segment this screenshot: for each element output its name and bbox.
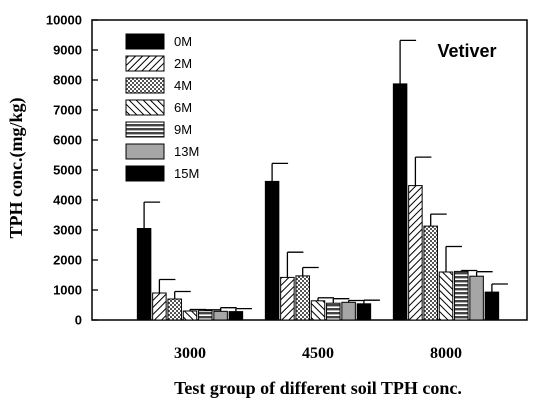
bar-6M-3000 [182,310,198,321]
legend-swatch-6M [125,99,165,116]
x-axis-title: Test group of different soil TPH conc. [174,378,462,398]
bar-9M-3000 [198,310,213,321]
y-tick-label: 10000 [46,13,82,28]
bar-9M-8000 [454,270,469,321]
bar-2M-8000 [408,185,423,321]
legend: 0M 2M 4M 6M 9M 13M 15M [125,33,199,182]
y-tick-label: 3000 [53,223,82,238]
y-tick-label: 5000 [53,163,82,178]
bar-15M-8000 [484,291,500,321]
bar-0M-4500 [264,180,280,321]
legend-swatch-13M [125,143,165,160]
bar-13M-8000 [469,275,484,321]
bar-4M-3000 [167,298,182,321]
bars [136,39,508,321]
bar-2M-3000 [152,292,167,321]
legend-swatch-15M [125,165,165,182]
bar-4M-4500 [295,275,310,321]
y-axis-title: TPH conc.(mg/kg) [6,98,27,239]
bar-2M-4500 [280,276,295,321]
x-category-label: 4500 [302,345,334,362]
legend-label-0M: 0M [174,34,192,49]
legend-label-2M: 2M [174,56,192,71]
x-category-label: 8000 [430,345,462,362]
bar-0M-8000 [392,83,408,321]
y-tick-label: 0 [75,313,82,328]
y-tick-label: 2000 [53,253,82,268]
legend-label-15M: 15M [174,166,199,181]
legend-label-4M: 4M [174,78,192,93]
legend-swatch-4M [125,77,165,94]
bar-6M-4500 [310,300,326,321]
bar-15M-4500 [356,303,372,321]
y-tick-label: 6000 [53,133,82,148]
y-tick-label: 9000 [53,43,82,58]
bar-4M-8000 [423,225,438,321]
bar-6M-8000 [438,271,454,321]
bar-15M-3000 [228,311,244,321]
legend-swatch-0M [125,33,165,50]
legend-swatch-2M [125,55,165,72]
legend-swatch-9M [125,121,165,138]
bar-13M-4500 [341,301,356,321]
bar-0M-3000 [136,228,152,321]
legend-label-6M: 6M [174,100,192,115]
bar-13M-3000 [213,310,228,321]
chart-annotation: Vetiver [437,41,496,61]
legend-label-13M: 13M [174,144,199,159]
y-tick-label: 1000 [53,283,82,298]
legend-label-9M: 9M [174,122,192,137]
y-tick-label: 4000 [53,193,82,208]
bar-9M-4500 [326,302,341,321]
y-tick-label: 7000 [53,103,82,118]
y-tick-label: 8000 [53,73,82,88]
x-category-label: 3000 [174,345,206,362]
